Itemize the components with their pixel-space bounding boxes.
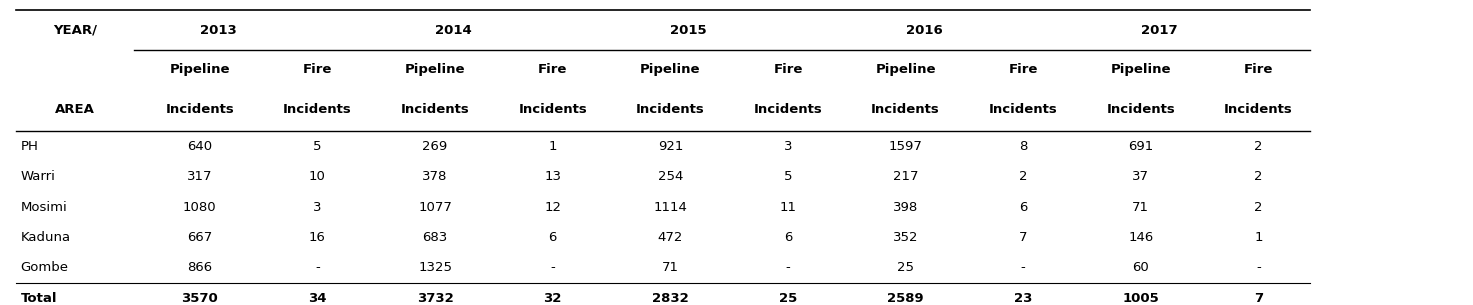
Text: 6: 6 xyxy=(784,231,792,244)
Text: AREA: AREA xyxy=(55,103,94,116)
Text: 25: 25 xyxy=(897,261,915,274)
Text: 667: 667 xyxy=(187,231,212,244)
Text: YEAR/: YEAR/ xyxy=(53,24,97,37)
Text: 2: 2 xyxy=(1019,170,1028,183)
Text: 60: 60 xyxy=(1133,261,1149,274)
Text: Incidents: Incidents xyxy=(401,103,470,116)
Text: 5: 5 xyxy=(784,170,792,183)
Text: 7: 7 xyxy=(1254,292,1262,305)
Text: 2013: 2013 xyxy=(200,24,237,37)
Text: 640: 640 xyxy=(187,140,212,153)
Text: 3: 3 xyxy=(784,140,792,153)
Text: Pipeline: Pipeline xyxy=(641,63,701,76)
Text: Incidents: Incidents xyxy=(871,103,940,116)
Text: PH: PH xyxy=(21,140,38,153)
Text: -: - xyxy=(315,261,320,274)
Text: Total: Total xyxy=(21,292,57,305)
Text: 1114: 1114 xyxy=(654,201,688,213)
Text: 6: 6 xyxy=(1019,201,1027,213)
Text: 12: 12 xyxy=(544,201,561,213)
Text: Fire: Fire xyxy=(303,63,333,76)
Text: Incidents: Incidents xyxy=(636,103,704,116)
Text: -: - xyxy=(551,261,555,274)
Text: 921: 921 xyxy=(657,140,683,153)
Text: Fire: Fire xyxy=(538,63,567,76)
Text: -: - xyxy=(1256,261,1261,274)
Text: Pipeline: Pipeline xyxy=(1111,63,1171,76)
Text: 10: 10 xyxy=(309,170,326,183)
Text: 25: 25 xyxy=(779,292,797,305)
Text: 6: 6 xyxy=(548,231,557,244)
Text: 2016: 2016 xyxy=(906,24,943,37)
Text: Pipeline: Pipeline xyxy=(405,63,465,76)
Text: 1: 1 xyxy=(548,140,557,153)
Text: 2015: 2015 xyxy=(670,24,707,37)
Text: 2: 2 xyxy=(1254,140,1262,153)
Text: 32: 32 xyxy=(544,292,561,305)
Text: Incidents: Incidents xyxy=(1224,103,1293,116)
Text: Fire: Fire xyxy=(773,63,803,76)
Text: 37: 37 xyxy=(1133,170,1149,183)
Text: 3: 3 xyxy=(314,201,321,213)
Text: 8: 8 xyxy=(1019,140,1027,153)
Text: 2: 2 xyxy=(1254,170,1262,183)
Text: 5: 5 xyxy=(314,140,321,153)
Text: 352: 352 xyxy=(893,231,918,244)
Text: 1: 1 xyxy=(1254,231,1262,244)
Text: 1325: 1325 xyxy=(418,261,452,274)
Text: Fire: Fire xyxy=(1009,63,1038,76)
Text: 2: 2 xyxy=(1254,201,1262,213)
Text: 16: 16 xyxy=(309,231,326,244)
Text: 7: 7 xyxy=(1019,231,1028,244)
Text: 71: 71 xyxy=(661,261,679,274)
Text: 146: 146 xyxy=(1128,231,1153,244)
Text: Pipeline: Pipeline xyxy=(875,63,935,76)
Text: Incidents: Incidents xyxy=(283,103,352,116)
Text: Incidents: Incidents xyxy=(988,103,1058,116)
Text: 472: 472 xyxy=(657,231,683,244)
Text: 2589: 2589 xyxy=(887,292,924,305)
Text: Warri: Warri xyxy=(21,170,56,183)
Text: 1005: 1005 xyxy=(1122,292,1159,305)
Text: 866: 866 xyxy=(187,261,212,274)
Text: 11: 11 xyxy=(779,201,797,213)
Text: 2832: 2832 xyxy=(653,292,689,305)
Text: 1597: 1597 xyxy=(888,140,922,153)
Text: 398: 398 xyxy=(893,201,918,213)
Text: 3732: 3732 xyxy=(417,292,454,305)
Text: Pipeline: Pipeline xyxy=(169,63,230,76)
Text: 13: 13 xyxy=(544,170,561,183)
Text: 1080: 1080 xyxy=(183,201,217,213)
Text: Gombe: Gombe xyxy=(21,261,69,274)
Text: 34: 34 xyxy=(308,292,327,305)
Text: 217: 217 xyxy=(893,170,918,183)
Text: 2014: 2014 xyxy=(435,24,471,37)
Text: Fire: Fire xyxy=(1243,63,1273,76)
Text: -: - xyxy=(785,261,791,274)
Text: 23: 23 xyxy=(1013,292,1033,305)
Text: 71: 71 xyxy=(1133,201,1149,213)
Text: 2017: 2017 xyxy=(1140,24,1177,37)
Text: 3570: 3570 xyxy=(181,292,218,305)
Text: 378: 378 xyxy=(423,170,448,183)
Text: 1077: 1077 xyxy=(418,201,452,213)
Text: Incidents: Incidents xyxy=(518,103,588,116)
Text: 254: 254 xyxy=(657,170,683,183)
Text: -: - xyxy=(1021,261,1025,274)
Text: Mosimi: Mosimi xyxy=(21,201,68,213)
Text: 317: 317 xyxy=(187,170,212,183)
Text: 269: 269 xyxy=(423,140,448,153)
Text: Incidents: Incidents xyxy=(165,103,234,116)
Text: 691: 691 xyxy=(1128,140,1153,153)
Text: Kaduna: Kaduna xyxy=(21,231,71,244)
Text: Incidents: Incidents xyxy=(754,103,822,116)
Text: 683: 683 xyxy=(423,231,448,244)
Text: Incidents: Incidents xyxy=(1106,103,1175,116)
